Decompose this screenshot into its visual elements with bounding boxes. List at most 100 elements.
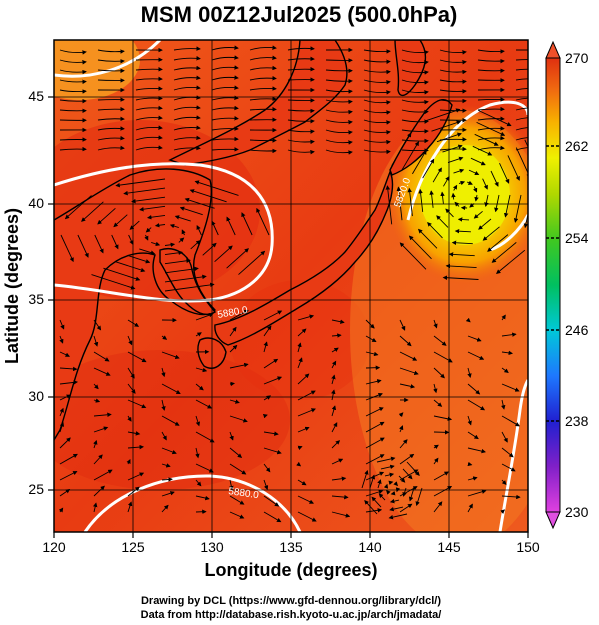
streamline: [402, 468, 413, 480]
streamline: [229, 381, 235, 387]
streamline: [249, 65, 277, 71]
streamline: [214, 245, 233, 263]
streamline: [92, 502, 98, 513]
streamline: [59, 59, 87, 65]
streamline: [401, 129, 429, 134]
streamline: [229, 362, 249, 369]
credit-line: Drawing by DCL (https://www.gfd-dennou.o…: [141, 595, 441, 607]
streamline: [515, 88, 528, 91]
streamline: [229, 479, 234, 491]
streamline: [263, 395, 272, 401]
streamline: [229, 431, 234, 441]
streamline: [297, 408, 316, 417]
streamline: [501, 415, 520, 427]
streamline: [443, 176, 450, 187]
streamline: [401, 99, 429, 105]
streamline: [97, 68, 125, 74]
streamline: [401, 49, 429, 55]
streamline: [115, 261, 146, 273]
streamline: [501, 447, 514, 458]
streamline: [211, 147, 239, 152]
streamline: [451, 192, 456, 200]
streamline: [211, 220, 219, 236]
streamline: [473, 186, 478, 193]
streamline: [477, 49, 505, 54]
streamline: [135, 76, 163, 82]
streamline: [256, 207, 270, 236]
streamline: [59, 49, 87, 55]
streamline: [401, 119, 429, 124]
streamline: [139, 205, 166, 212]
streamline: [363, 129, 391, 135]
streamline: [287, 56, 315, 62]
streamline: [365, 454, 385, 465]
streamline: [59, 335, 64, 344]
streamline: [263, 376, 283, 385]
streamline: [297, 511, 317, 522]
streamline: [297, 495, 315, 504]
streamline: [515, 117, 528, 121]
streamline: [417, 228, 438, 249]
streamline: [111, 234, 119, 250]
streamline: [93, 398, 101, 403]
streamline: [467, 383, 481, 395]
streamline: [59, 319, 65, 330]
streamline: [135, 67, 163, 72]
streamline: [287, 129, 315, 134]
streamline: [331, 360, 337, 369]
streamline: [433, 367, 445, 379]
streamline: [123, 187, 166, 196]
streamline: [515, 78, 528, 81]
streamline: [297, 445, 303, 450]
streamline: [128, 234, 134, 246]
streamline: [249, 75, 277, 81]
streamline: [179, 206, 203, 216]
streamline: [145, 227, 152, 233]
streamline: [477, 135, 505, 141]
streamline: [229, 447, 243, 458]
streamline: [331, 422, 338, 433]
streamline: [195, 479, 202, 487]
streamline: [139, 248, 156, 255]
streamline: [195, 313, 214, 321]
streamline: [433, 444, 439, 450]
streamline: [297, 342, 302, 353]
streamline: [361, 469, 369, 489]
streamline: [389, 498, 400, 504]
streamline: [331, 389, 336, 401]
streamline: [439, 69, 467, 75]
streamline: [91, 274, 136, 290]
streamline: [391, 132, 412, 166]
streamline: [93, 319, 102, 331]
streamline: [173, 125, 201, 131]
streamline: [59, 394, 72, 401]
streamline: [211, 85, 239, 91]
streamline: [161, 491, 175, 497]
streamline: [59, 89, 87, 94]
streamline: [135, 95, 163, 101]
streamline: [59, 351, 71, 357]
streamline: [442, 144, 463, 153]
streamline: [399, 351, 418, 361]
streamline: [97, 49, 125, 54]
streamline: [93, 454, 103, 465]
colorbar-tick-label: 262: [565, 138, 589, 154]
streamline: [181, 229, 186, 236]
streamline: [127, 472, 145, 481]
streamline: [433, 501, 443, 513]
streamline: [433, 335, 447, 346]
streamline: [229, 463, 247, 475]
plot-area: 5820.0 5880.0 5880.0: [54, 40, 528, 532]
streamline: [468, 169, 480, 176]
streamline: [190, 240, 201, 250]
streamline: [59, 98, 87, 104]
streamline: [494, 194, 500, 213]
streamline: [331, 374, 336, 385]
contour-line: [489, 214, 528, 252]
streamline: [331, 494, 349, 500]
streamline: [388, 480, 394, 485]
streamline: [103, 267, 141, 281]
streamline: [173, 115, 201, 121]
streamline: [363, 99, 391, 105]
streamline: [127, 254, 151, 264]
